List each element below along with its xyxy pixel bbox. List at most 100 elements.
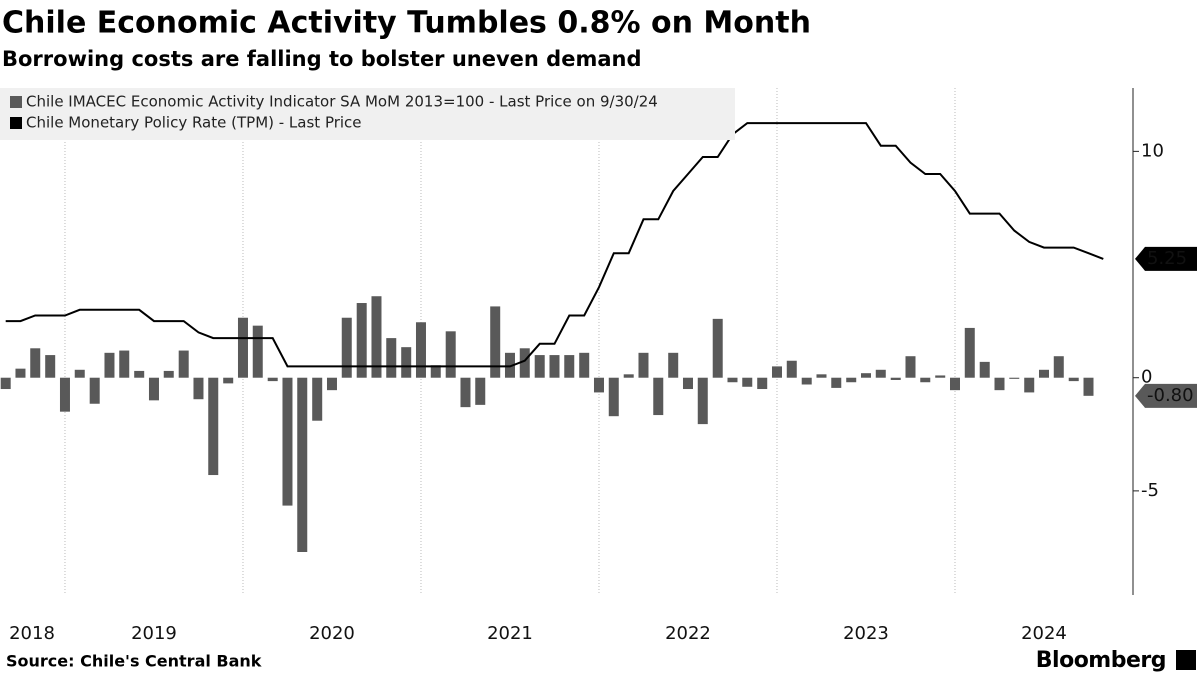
- bar: [371, 296, 382, 378]
- bar: [1009, 377, 1020, 379]
- bar: [712, 318, 723, 378]
- bar: [1024, 377, 1035, 393]
- bar: [415, 322, 426, 378]
- bar: [297, 377, 308, 552]
- source: Source: Chile's Central Bank: [6, 652, 262, 671]
- bar: [579, 352, 590, 378]
- bar: [608, 377, 619, 417]
- bar: [193, 377, 204, 400]
- x-tick-label: 2020: [309, 623, 355, 644]
- last-value-tag: -0.80: [1147, 385, 1194, 406]
- bar: [208, 377, 219, 476]
- bar: [816, 374, 827, 378]
- x-tick-label: 2023: [843, 623, 889, 644]
- bar: [252, 325, 263, 378]
- bar: [134, 370, 145, 378]
- legend-label: Chile Monetary Policy Rate (TPM) - Last …: [26, 114, 362, 132]
- bar: [593, 377, 604, 393]
- bar: [163, 370, 174, 378]
- x-tick-label: 2024: [1021, 623, 1067, 644]
- bar: [549, 355, 560, 378]
- bar: [15, 368, 26, 378]
- bar: [89, 377, 100, 404]
- x-tick-label: 2018: [9, 623, 55, 644]
- bar: [0, 377, 11, 390]
- bar: [148, 377, 159, 401]
- last-value-tag-bg: [1135, 246, 1197, 271]
- bar: [682, 377, 693, 390]
- bar: [237, 317, 248, 378]
- y-tick-label: 10: [1141, 140, 1164, 161]
- last-value-tag-bg: [1135, 383, 1197, 408]
- bar: [638, 352, 649, 378]
- bar: [178, 350, 189, 378]
- bar: [668, 352, 679, 378]
- last-value-tag: 5.25: [1147, 248, 1187, 269]
- bar: [935, 375, 946, 378]
- bar: [742, 377, 753, 387]
- bar: [312, 377, 323, 421]
- bar: [356, 303, 367, 378]
- bar: [59, 377, 70, 412]
- bar: [534, 355, 545, 378]
- bar: [30, 348, 41, 378]
- bar: [430, 365, 441, 378]
- bar: [786, 360, 797, 378]
- bar: [401, 347, 412, 378]
- bar: [801, 377, 812, 385]
- bar: [45, 355, 56, 378]
- bar: [994, 377, 1005, 391]
- bar: [846, 377, 857, 383]
- bar: [771, 366, 782, 378]
- bar: [519, 348, 530, 378]
- bar: [445, 331, 456, 378]
- bar: [890, 377, 901, 380]
- bar: [223, 377, 234, 384]
- bar: [1083, 377, 1094, 396]
- bar: [623, 374, 634, 378]
- bar: [1038, 369, 1049, 378]
- x-tick-label: 2021: [487, 623, 533, 644]
- chart-subtitle: Borrowing costs are falling to bolster u…: [2, 47, 642, 71]
- bar: [119, 350, 130, 378]
- bar: [1068, 377, 1079, 382]
- bar: [460, 377, 471, 408]
- bar: [1053, 356, 1064, 378]
- legend-label: Chile IMACEC Economic Activity Indicator…: [26, 93, 658, 111]
- bar: [757, 377, 768, 390]
- bar: [490, 306, 501, 378]
- line: [5, 122, 1104, 368]
- bar: [964, 327, 975, 378]
- legend-swatch: [10, 96, 22, 108]
- bar: [326, 377, 337, 391]
- bar: [104, 352, 115, 378]
- bar: [727, 377, 738, 383]
- legend-swatch: [10, 117, 22, 129]
- bar: [504, 352, 515, 378]
- bar: [564, 355, 575, 378]
- x-tick-label: 2022: [665, 623, 711, 644]
- bar: [920, 377, 931, 383]
- bar: [905, 356, 916, 378]
- bar: [653, 377, 664, 416]
- bar: [949, 377, 960, 391]
- legend: Chile IMACEC Economic Activity Indicator…: [0, 88, 735, 140]
- bar: [341, 317, 352, 378]
- bar: [267, 377, 278, 382]
- bar: [875, 369, 886, 378]
- brand-icon: [1176, 650, 1196, 670]
- bar: [831, 377, 842, 388]
- bar: [74, 369, 85, 378]
- y-tick-label: -5: [1141, 480, 1159, 501]
- bar: [979, 361, 990, 378]
- y-tick-label: 0: [1141, 367, 1152, 388]
- bar: [386, 338, 397, 378]
- bar: [860, 373, 871, 378]
- brand: Bloomberg: [1036, 648, 1166, 673]
- x-tick-label: 2019: [131, 623, 177, 644]
- chart-title: Chile Economic Activity Tumbles 0.8% on …: [2, 6, 811, 41]
- bar: [282, 377, 293, 506]
- bar: [475, 377, 486, 405]
- legend-bg: [0, 88, 735, 140]
